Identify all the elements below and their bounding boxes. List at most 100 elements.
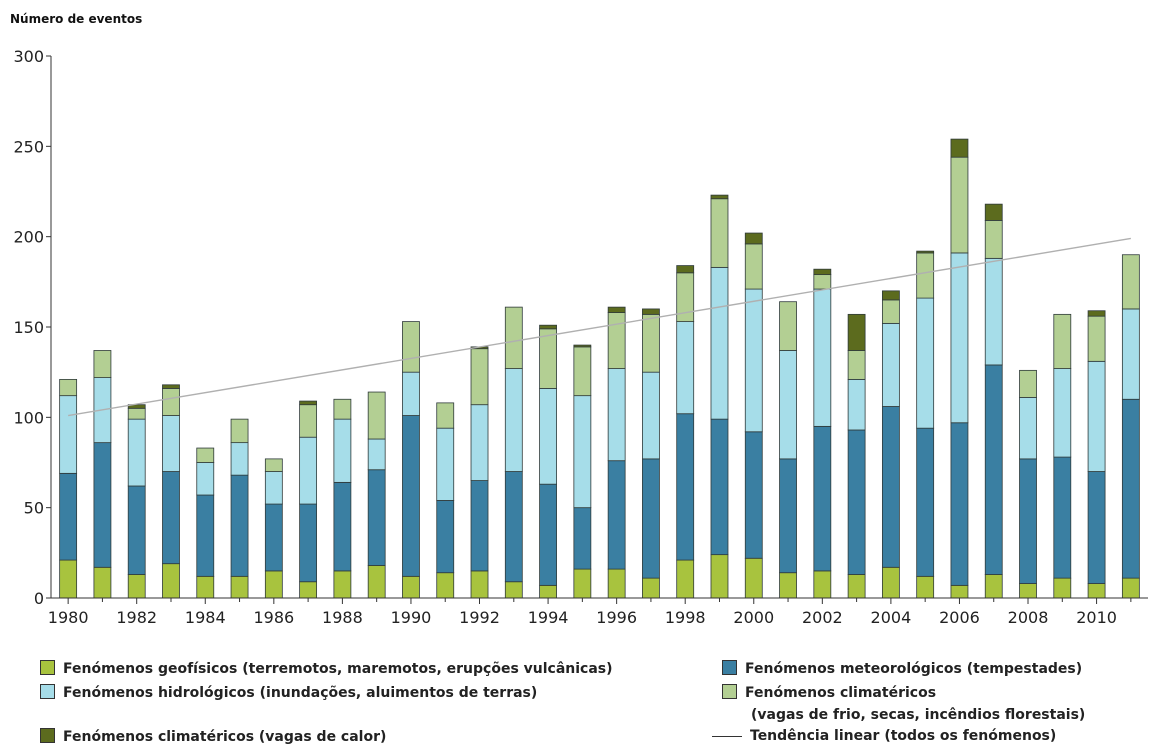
bar-segment	[881, 299, 900, 324]
bar-segment	[127, 574, 146, 599]
legend-swatch-geophysical	[40, 660, 55, 675]
legend-label-heatwaves: Fenómenos climatéricos (vagas de calor)	[63, 729, 387, 745]
trend-line	[68, 237, 1131, 417]
x-tick-label: 1996	[596, 608, 637, 627]
bar-segment	[402, 321, 420, 373]
bar-segment	[196, 575, 215, 599]
bar-segment	[539, 584, 557, 599]
bar-segment	[367, 565, 386, 599]
legend-label-meteorological: Fenómenos meteorológicos (tempestades)	[745, 661, 1083, 677]
bar-segment	[847, 313, 866, 351]
bar-segment	[367, 438, 386, 471]
bar-segment	[470, 348, 489, 406]
legend-swatch-meteorological	[722, 660, 737, 675]
bar-segment	[984, 257, 1003, 366]
bar-segment	[847, 378, 866, 431]
bar-segment	[881, 290, 900, 301]
bar-segment	[504, 581, 523, 599]
bar-segment	[642, 577, 660, 599]
bar-segment	[1019, 369, 1037, 398]
bar-segment	[1087, 583, 1106, 599]
bar-segment	[504, 306, 523, 369]
bar-segment	[402, 575, 420, 599]
y-tick-label: 50	[24, 499, 44, 518]
bar-segment	[916, 250, 935, 254]
bar-segment	[984, 364, 1003, 575]
bar-segment	[230, 442, 249, 476]
bar-segment	[607, 368, 626, 462]
bar-segment	[127, 418, 146, 487]
bar-segment	[59, 395, 78, 474]
bar-segment	[1087, 310, 1106, 317]
legend-label-hydrological: Fenómenos hidrológicos (inundações, alui…	[63, 685, 538, 701]
bar-segment	[881, 406, 900, 568]
bar-segment	[642, 313, 660, 373]
bar-segment	[93, 442, 112, 568]
bar-segment	[779, 458, 797, 574]
chart-title: Número de eventos	[10, 12, 143, 26]
bar-segment	[573, 344, 592, 348]
bar-segment	[710, 266, 729, 420]
bar-segment	[1121, 398, 1140, 579]
bar-segment	[162, 471, 180, 565]
bar-segment	[333, 418, 352, 483]
bar-segment	[436, 500, 455, 574]
bar-segment	[162, 563, 180, 599]
bar-segment	[1121, 254, 1140, 310]
legend-label-climatological: Fenómenos climatéricos	[745, 685, 937, 701]
x-tick-label: 1990	[391, 608, 432, 627]
legend-swatch-climatological	[722, 684, 737, 699]
bar-segment	[1087, 471, 1106, 584]
bar-segment	[813, 274, 832, 290]
bar-segment	[744, 431, 763, 559]
bar-segment	[539, 483, 557, 586]
legend-label-geophysical: Fenómenos geofísicos (terremotos, maremo…	[63, 661, 613, 677]
bar-segment	[607, 312, 626, 369]
x-tick-label: 1988	[322, 608, 363, 627]
legend-label-trend: Tendência linear (todos os fenómenos)	[750, 728, 1057, 744]
bar-segment	[881, 566, 900, 599]
bar-segment	[264, 471, 283, 505]
bar-segment	[299, 581, 318, 599]
bar-segment	[779, 301, 797, 351]
bar-segment	[984, 203, 1003, 221]
y-tick-label: 300	[13, 47, 44, 66]
bar-segment	[230, 418, 249, 444]
y-tick-label: 200	[13, 228, 44, 247]
bar-segment	[470, 404, 489, 481]
bar-segment	[1087, 315, 1106, 362]
bar-segment	[744, 232, 763, 245]
bar-segment	[436, 402, 455, 429]
y-tick-label: 0	[34, 589, 44, 608]
bar-segment	[710, 194, 729, 200]
bar-segment	[230, 575, 249, 599]
y-tick-label: 150	[13, 318, 44, 337]
chart-plot: 0 50 100 150 200 250 300 1980 1982 1984 1986 1988 19…	[13, 47, 1148, 627]
legend-hydrological: Fenómenos hidrológicos (inundações, alui…	[40, 684, 537, 701]
bar-segment	[710, 198, 729, 268]
bar-segment	[676, 559, 695, 599]
bar-segment	[916, 575, 935, 599]
bar-segment	[916, 297, 935, 429]
x-tick-label: 1998	[665, 608, 706, 627]
bar-segment	[813, 288, 832, 427]
bar-segment	[847, 350, 866, 380]
bar-segment	[573, 346, 592, 397]
bar-segment	[470, 570, 489, 599]
bar-segment	[950, 138, 969, 158]
bar-segment	[676, 321, 695, 415]
legend-line-trend	[712, 736, 742, 737]
bar-segment	[950, 584, 969, 599]
bar-segment	[127, 407, 146, 420]
bar-segment	[162, 415, 180, 472]
bar-segment	[1087, 360, 1106, 472]
bar-segment	[436, 572, 455, 599]
x-tick-label: 1984	[185, 608, 226, 627]
bar-segment	[196, 447, 215, 463]
bar-segment	[93, 350, 112, 378]
bar-segment	[744, 288, 763, 433]
bar-segment	[367, 469, 386, 566]
bar-segment	[1019, 583, 1037, 599]
bar-segment	[950, 422, 969, 586]
bar-segment	[436, 427, 455, 501]
